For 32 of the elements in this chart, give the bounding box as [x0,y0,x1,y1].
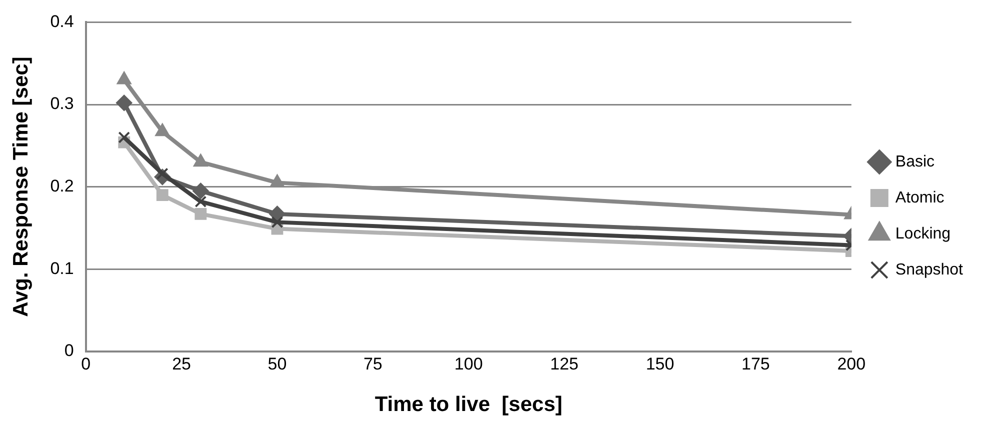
point [270,174,284,188]
y-tick-label: 0 [64,341,74,360]
x-tick-label: 125 [550,354,578,374]
x-tick-label: 25 [172,354,191,374]
point [116,94,132,111]
x-tick-label: 75 [363,354,382,374]
point [271,216,284,228]
x-tick-label: 0 [81,354,91,374]
x-tick-label: 150 [646,354,674,374]
y-tick-label: 0.2 [50,176,74,196]
point [194,154,208,167]
legend-label: Atomic [895,189,944,206]
point [269,206,286,222]
point [155,124,170,136]
y-axis-title: Avg. Response Time [sec] [9,56,32,317]
x-tick-label: 50 [268,354,287,374]
point [118,131,130,144]
y-tick-label: 0.1 [50,258,74,278]
x-tick-label: 200 [837,354,866,374]
point [192,182,209,199]
y-tick-label: 0.4 [50,12,74,31]
legend-label: Snapshot [895,261,964,278]
point [156,189,168,201]
legend-label: Locking [895,225,951,242]
y-tick-label: 0.3 [50,94,74,114]
point [117,72,132,84]
point [194,196,207,208]
x-tick-label: 100 [454,354,483,374]
x-axis-title: Time to live [secs] [374,393,562,416]
point [194,208,207,220]
x-tick-label: 175 [742,354,770,374]
legend-label: Basic [895,153,935,170]
